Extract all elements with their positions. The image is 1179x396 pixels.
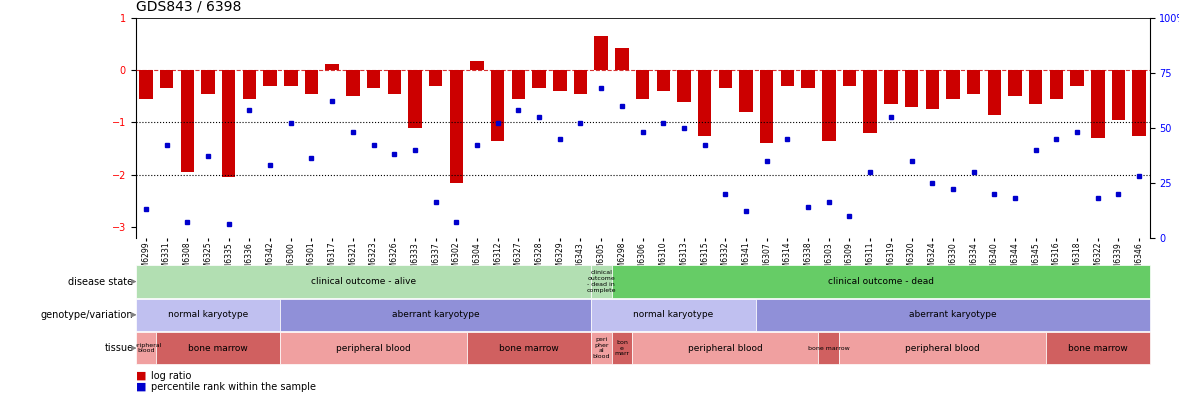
Bar [1046, 332, 1150, 364]
Bar [139, 70, 152, 99]
Bar [449, 70, 463, 183]
Bar [222, 70, 236, 177]
Text: clinical outcome - dead: clinical outcome - dead [828, 277, 934, 286]
Bar [243, 70, 256, 99]
Bar [1071, 70, 1084, 86]
Text: aberrant karyotype: aberrant karyotype [909, 310, 996, 319]
Bar [1008, 70, 1022, 96]
Bar [553, 70, 566, 91]
Text: clinical
outcome
- dead in
complete: clinical outcome - dead in complete [586, 270, 615, 293]
Bar [281, 299, 591, 331]
Bar [988, 70, 1001, 114]
Bar [263, 70, 277, 86]
Text: percentile rank within the sample: percentile rank within the sample [151, 382, 316, 392]
Bar [947, 70, 960, 99]
Bar [136, 299, 281, 331]
Text: tissue: tissue [105, 343, 133, 353]
Bar [180, 70, 195, 172]
Bar [136, 332, 157, 364]
Text: peripheral blood: peripheral blood [336, 344, 411, 352]
Bar [822, 70, 836, 141]
Text: peripheral
blood: peripheral blood [130, 343, 163, 354]
Text: normal karyotype: normal karyotype [633, 310, 713, 319]
Bar [304, 70, 318, 94]
Text: normal karyotype: normal karyotype [167, 310, 248, 319]
Bar [632, 332, 818, 364]
Bar [408, 70, 422, 128]
Text: ■: ■ [136, 382, 146, 392]
Bar [612, 332, 632, 364]
Bar [512, 70, 525, 99]
Bar [843, 70, 856, 86]
Text: ■: ■ [136, 371, 146, 381]
Bar [757, 299, 1150, 331]
Bar [657, 70, 670, 91]
Bar [429, 70, 442, 86]
Text: bone marrow: bone marrow [499, 344, 559, 352]
Text: peri
pher
al
blood: peri pher al blood [592, 337, 610, 359]
Text: bone marrow: bone marrow [1068, 344, 1127, 352]
Text: clinical outcome - alive: clinical outcome - alive [310, 277, 416, 286]
Bar [760, 70, 773, 143]
Bar [594, 36, 608, 70]
Bar [1049, 70, 1063, 99]
Bar [1112, 70, 1125, 120]
Bar [677, 70, 691, 101]
Text: aberrant karyotype: aberrant karyotype [391, 310, 480, 319]
Bar [818, 332, 839, 364]
Bar [574, 70, 587, 94]
Bar [591, 265, 612, 298]
Bar [884, 70, 897, 104]
Bar [533, 70, 546, 88]
Bar [718, 70, 732, 88]
Bar [863, 70, 877, 133]
Bar [367, 70, 381, 88]
Bar [136, 265, 591, 298]
Bar [615, 48, 628, 70]
Bar [1029, 70, 1042, 104]
Bar [281, 332, 467, 364]
Bar [284, 70, 297, 86]
Bar [904, 70, 918, 107]
Bar [802, 70, 815, 88]
Bar [470, 61, 483, 70]
Bar [591, 299, 757, 331]
Text: bon
e
marr: bon e marr [614, 340, 630, 356]
Bar [490, 70, 505, 141]
Bar [839, 332, 1046, 364]
Text: bone marrow: bone marrow [808, 346, 850, 350]
Text: disease state: disease state [68, 276, 133, 287]
Bar [926, 70, 938, 109]
Text: peripheral blood: peripheral blood [905, 344, 980, 352]
Bar [739, 70, 752, 112]
Bar [160, 70, 173, 88]
Bar [780, 70, 795, 86]
Bar [325, 64, 338, 70]
Bar [1091, 70, 1105, 138]
Bar [347, 70, 360, 96]
Bar [388, 70, 401, 94]
Bar [612, 265, 1150, 298]
Bar [698, 70, 711, 135]
Bar [202, 70, 215, 94]
Bar [467, 332, 591, 364]
Bar [1133, 70, 1146, 135]
Text: GDS843 / 6398: GDS843 / 6398 [136, 0, 241, 14]
Text: genotype/variation: genotype/variation [41, 310, 133, 320]
Bar [591, 332, 612, 364]
Text: bone marrow: bone marrow [189, 344, 249, 352]
Text: log ratio: log ratio [151, 371, 191, 381]
Bar [967, 70, 981, 94]
Text: peripheral blood: peripheral blood [689, 344, 763, 352]
Bar [157, 332, 281, 364]
Bar [635, 70, 650, 99]
